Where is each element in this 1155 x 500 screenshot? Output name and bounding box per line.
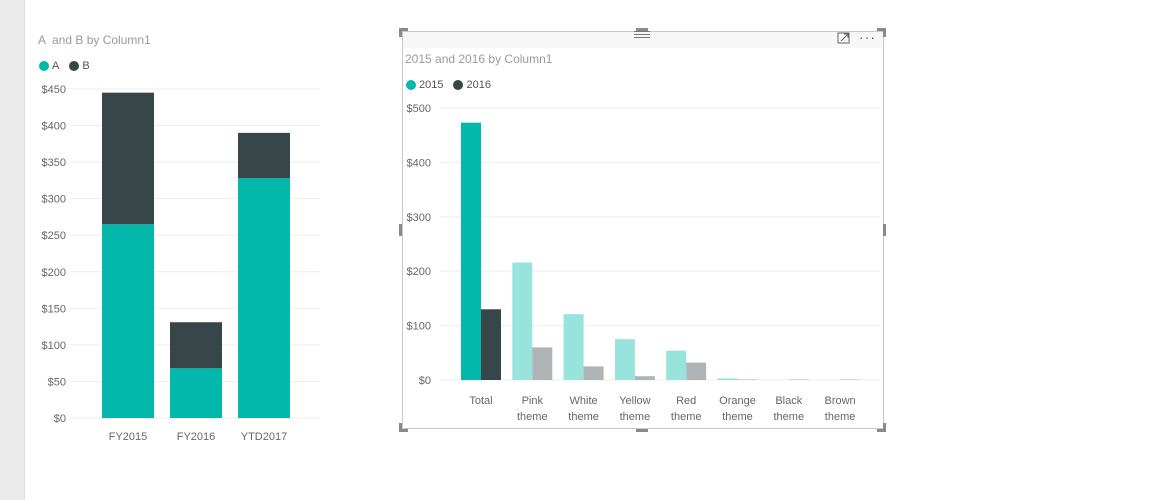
right-y-tick-label: $200 [407,266,431,278]
right-x-tick-label: Black [775,395,802,407]
bar-2016-pink-theme [532,347,553,380]
left-y-tick-label: $350 [42,157,66,169]
legend-dot-a [39,61,49,71]
resize-handle-bottom-right[interactable] [877,429,886,432]
right-x-tick-label: Red [676,395,696,407]
right-x-tick-label: theme [517,411,548,423]
bar-a-fy2015 [102,224,154,418]
right-x-tick-label: Total [469,395,492,407]
resize-handle-right[interactable] [883,224,886,236]
right-y-tick-label: $400 [407,157,431,169]
left-y-tick-label: $0 [54,413,66,425]
right-x-tick-label: theme [722,411,753,423]
right-x-tick-label: Yellow [619,395,650,407]
legend-item-2015[interactable]: 2015 [406,79,443,91]
left-y-tick-label: $450 [42,84,66,96]
resize-handle-bottom[interactable] [636,429,648,432]
right-x-tick-label: theme [774,411,805,423]
left-y-tick-label: $300 [42,194,66,206]
right-y-tick-label: $300 [407,212,431,224]
bar-2016-white-theme [583,366,604,380]
resize-handle-bottom-left[interactable] [399,429,408,432]
bar-2016-brown-theme [840,379,861,380]
right-x-tick-label: theme [568,411,599,423]
resize-handle-top-left-v[interactable] [399,28,402,37]
focus-mode-icon[interactable] [837,31,851,45]
right-x-tick-label: theme [825,411,856,423]
left-chart-title: A and B by Column1 [38,33,151,47]
left-y-tick-label: $100 [42,340,66,352]
left-x-tick-label: FY2016 [177,431,216,443]
bar-2015-yellow-theme [614,339,635,380]
legend-item-a[interactable]: A [39,60,59,72]
legend-item-2016[interactable]: 2016 [453,79,491,91]
resize-handle-top-right-v[interactable] [883,28,886,37]
resize-handle-bottom-right-v[interactable] [883,423,886,432]
right-x-tick-label: Orange [719,395,756,407]
right-y-tick-label: $100 [407,321,431,333]
bar-2016-total [481,309,501,380]
legend-dot-b [69,61,80,71]
legend-label-b: B [82,60,90,72]
more-options-icon[interactable]: ··· [859,29,876,45]
right-y-tick-label: $500 [407,103,431,115]
bar-b-fy2016 [170,322,222,369]
left-stacked-bar-chart: $0 $50 $100 $150 $200 $250 $300 $350 $400 $450 FY2… [42,84,320,443]
bar-2016-yellow-theme [634,376,655,380]
left-y-tick-label: $250 [42,230,66,242]
right-x-tick-label: theme [671,411,702,423]
bar-2015-red-theme [666,350,687,380]
bar-b-ytd2017 [238,132,290,179]
right-x-tick-label: Pink [522,395,544,407]
right-chart-legend: 2015 2016 [406,79,501,91]
bar-2015-pink-theme [512,262,533,380]
legend-dot-2016 [453,80,464,90]
bar-2015-white-theme [563,314,584,380]
visual-header-bar [403,32,883,48]
left-x-tick-label: YTD2017 [241,431,287,443]
bar-2015-total [461,122,481,381]
legend-label-a: A [52,60,60,72]
bar-2016-red-theme [686,362,707,380]
bar-2016-orange-theme [737,379,758,380]
bar-a-ytd2017 [238,178,290,418]
left-y-tick-label: $200 [42,267,66,279]
left-y-tick-label: $50 [48,376,66,388]
bar-2016-black-theme [788,379,809,380]
left-chart-legend: A B [39,60,100,72]
resize-handle-top[interactable] [636,28,648,31]
drag-handle-icon[interactable] [634,31,650,41]
page-left-edge [0,0,25,500]
right-y-tick-label: $0 [419,375,431,387]
resize-handle-left[interactable] [399,224,402,236]
legend-label-2015: 2015 [419,79,444,91]
legend-item-b[interactable]: B [69,60,90,72]
right-x-tick-label: theme [620,411,651,423]
bar-a-fy2016 [170,368,222,418]
legend-dot-2015 [406,80,416,90]
left-x-tick-label: FY2015 [109,431,148,443]
resize-handle-top-left[interactable] [399,28,408,31]
bar-2015-orange-theme [717,378,738,380]
right-x-tick-label: Brown [825,395,856,407]
left-y-tick-label: $150 [42,303,66,315]
right-chart-title: 2015 and 2016 by Column1 [405,52,553,66]
left-y-tick-label: $400 [42,121,66,133]
resize-handle-top-right[interactable] [877,28,886,31]
right-clustered-bar-chart: $0 $100 $200 $300 $400 $500 Total Pink theme Whit… [407,103,880,423]
bar-b-fy2015 [102,92,154,225]
resize-handle-bottom-left-v[interactable] [399,423,402,432]
right-x-tick-label: White [570,395,598,407]
legend-label-2016: 2016 [466,79,491,91]
